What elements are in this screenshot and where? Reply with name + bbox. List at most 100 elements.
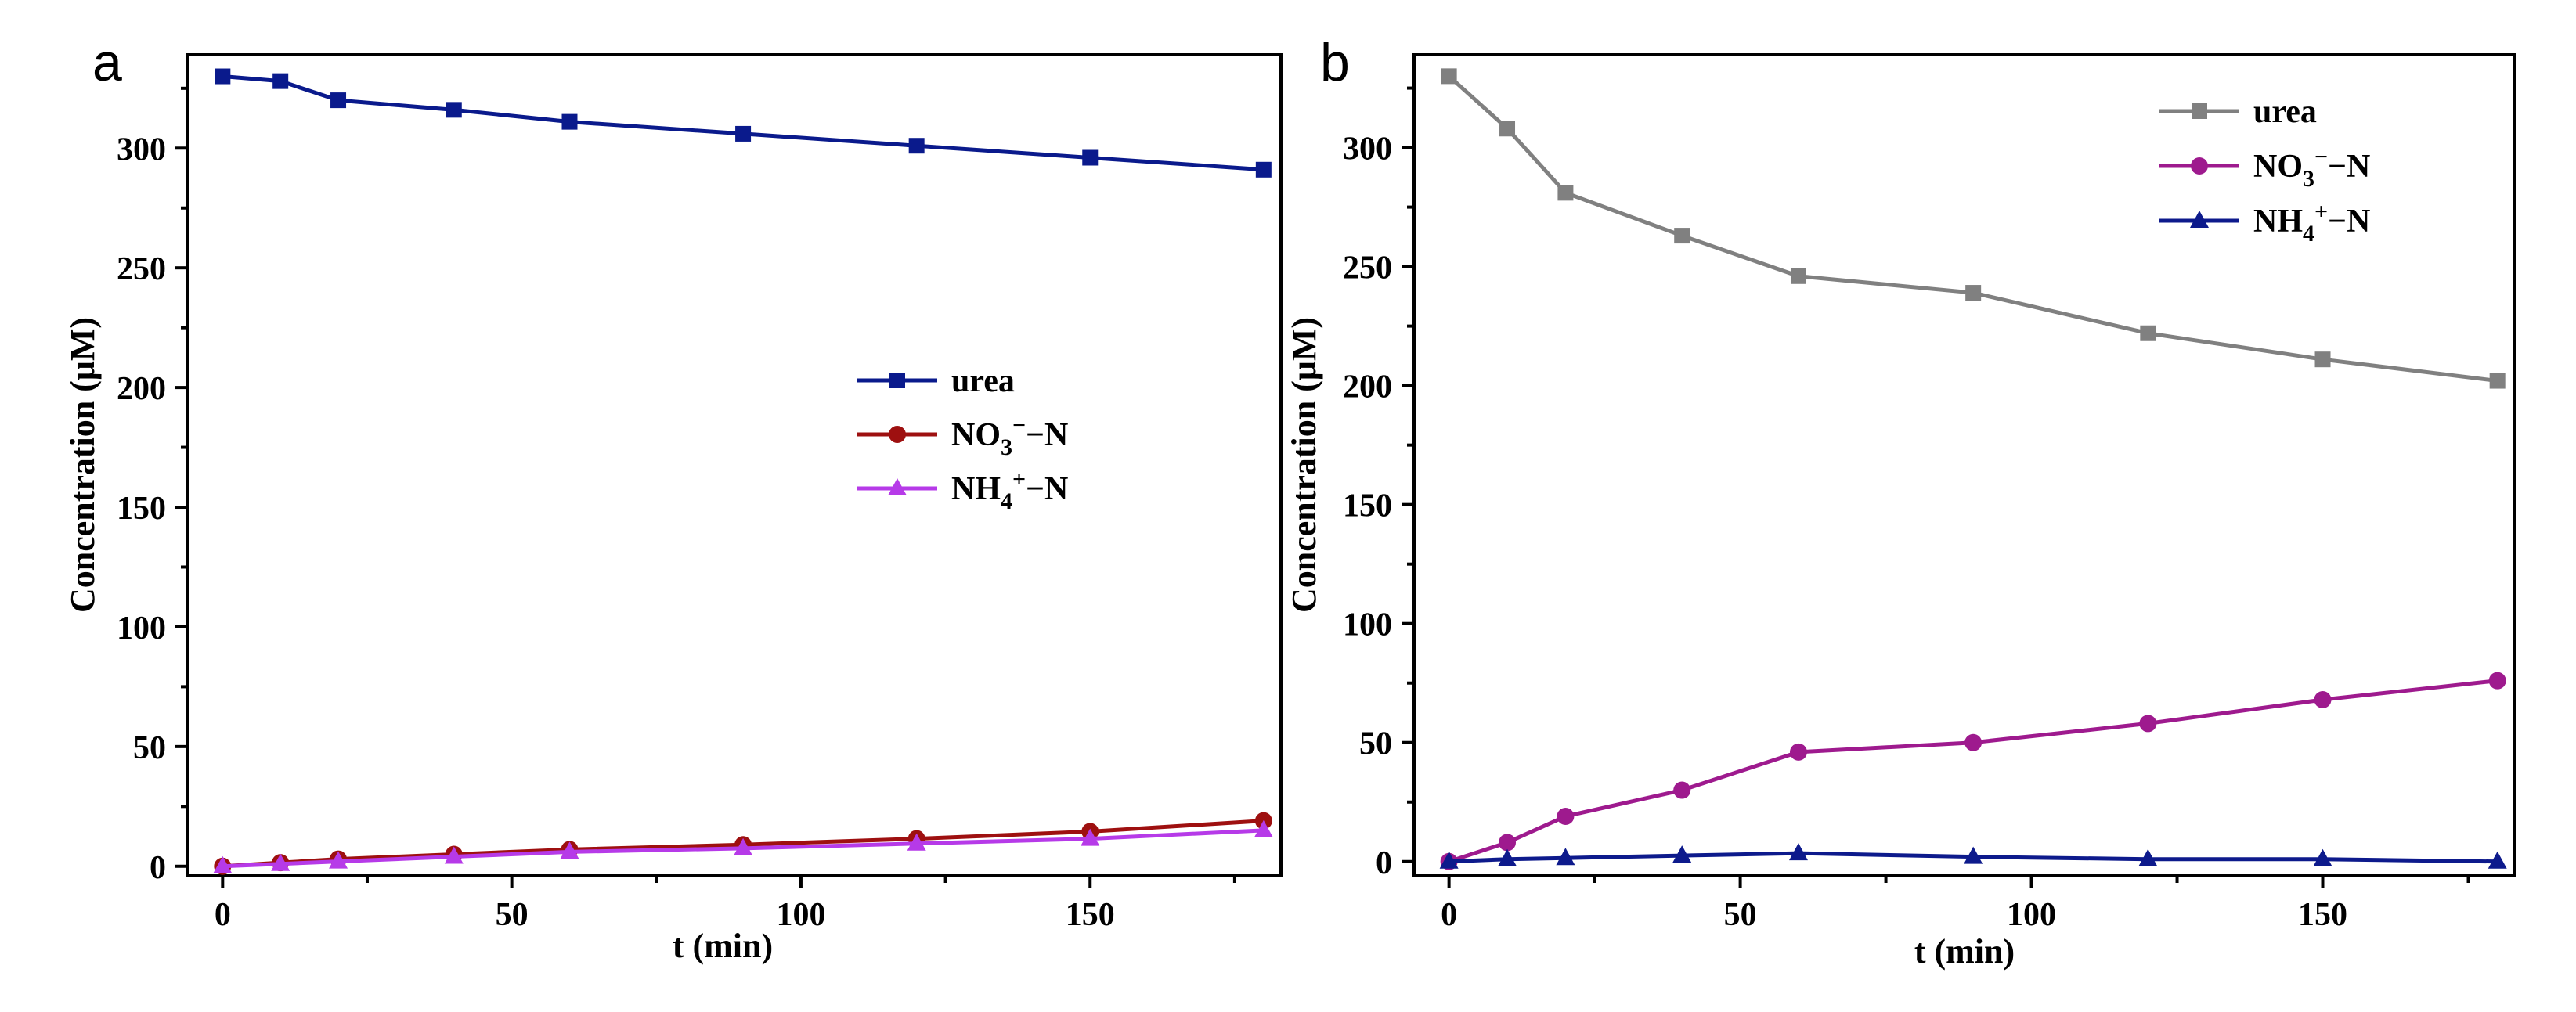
legend-marker [889,373,905,388]
data-point [2489,373,2506,389]
data-point [1557,185,1574,201]
panel-a-x-axis: 0 50 100 150 [215,876,1236,933]
panel-b-legend: urea NO3−−N NH4+−N [2159,94,2370,247]
legend-marker [2192,103,2207,119]
panel-a-legend: urea NO3−−N NH4+−N [857,363,1068,514]
data-point [908,138,925,154]
data-point [561,113,578,130]
legend-label: NH4+−N [2253,199,2370,247]
panel-b-frame [1412,53,2516,877]
data-point [272,73,289,89]
series-2 [1439,843,2507,869]
data-point [1498,848,1517,866]
legend-marker [2190,211,2209,228]
series-0 [1441,68,2506,389]
legend-label: NO3−−N [951,412,1068,460]
series-2 [213,819,1273,873]
x-tick-label: 0 [1441,897,1457,933]
panel-a-y-axis: 0 50 100 150 200 250 300 [117,86,188,886]
y-tick-label: 0 [150,850,166,886]
data-point [271,853,290,871]
legend-item: NH4+−N [2159,199,2370,247]
data-point [1081,828,1100,846]
x-tick-label: 50 [496,897,529,933]
data-point [1788,843,1808,861]
data-point [1557,807,1575,825]
panel-b-y-axis: 0 50 100 150 200 250 300 [1343,86,1414,881]
data-point [1255,161,1272,178]
data-point [330,92,347,109]
legend-label: NH4+−N [951,466,1068,514]
data-point [329,851,348,869]
data-point [213,855,233,873]
x-tick-label: 150 [2298,897,2347,933]
legend-marker [889,426,906,443]
y-tick-label: 200 [117,371,166,407]
legend-label: urea [2253,94,2317,130]
data-point [2138,848,2158,866]
y-tick-label: 250 [1343,250,1392,286]
panel-a-label: a [92,33,122,92]
legend-label: NO3−−N [2253,144,2370,192]
data-point [1672,845,1692,863]
y-tick-label: 250 [117,251,166,287]
y-tick-label: 100 [117,610,166,646]
panel-b: b 0 50 100 150 200 250 300 0 50 100 150 t (min) C… [1285,33,2516,971]
data-point [1082,149,1099,166]
data-point [446,102,462,118]
x-tick-label: 150 [1066,897,1115,933]
data-point [907,833,926,851]
legend-item: urea [857,363,1015,399]
panel-a-y-label: Concentration (μM) [63,317,102,613]
data-point [1556,848,1575,866]
y-tick-label: 300 [117,131,166,167]
panel-b-x-label: t (min) [1914,932,2015,971]
series-1 [1440,672,2506,870]
data-point [2314,351,2331,368]
data-point [215,68,231,85]
panel-b-label: b [1320,33,1350,92]
legend-label: urea [951,363,1015,399]
data-point [1790,268,1806,284]
x-tick-label: 50 [1724,897,1757,933]
legend-item: NO3−−N [2159,144,2370,192]
data-point [444,846,464,864]
panel-b-y-label: Concentration (μM) [1285,317,1323,613]
series-line [1448,679,2498,864]
data-point [2488,851,2507,869]
data-point [2314,690,2332,708]
data-point [560,841,579,859]
legend-item: NO3−−N [857,412,1068,460]
panel-a: a 0 50 100 150 200 250 300 0 50 100 150 t (min) C… [63,33,1283,965]
data-point [735,125,752,142]
x-tick-label: 0 [215,897,231,933]
y-tick-label: 200 [1343,369,1392,405]
y-tick-label: 50 [1359,726,1392,762]
legend-item: urea [2159,94,2317,130]
legend-marker [2191,157,2208,175]
y-tick-label: 50 [133,730,166,766]
data-point [2140,325,2156,341]
data-point [1441,68,1457,85]
panel-b-x-axis: 0 50 100 150 [1441,876,2470,933]
data-point [1254,819,1273,837]
panel-a-series [213,68,1273,875]
data-point [2488,672,2506,690]
data-point [1965,285,1982,301]
data-point [1964,733,1983,751]
y-tick-label: 300 [1343,131,1392,167]
data-point [1789,743,1807,761]
data-point [2313,848,2332,866]
y-tick-label: 0 [1376,845,1392,881]
panel-b-series [1439,68,2507,870]
data-point [734,837,753,855]
data-point [1439,851,1459,869]
data-point [1674,228,1690,244]
legend-item: NH4+−N [857,466,1068,514]
series-0 [215,68,1272,178]
series-line [222,74,1265,172]
legend-marker [888,478,907,495]
data-point [2139,715,2157,733]
y-tick-label: 100 [1343,607,1392,643]
